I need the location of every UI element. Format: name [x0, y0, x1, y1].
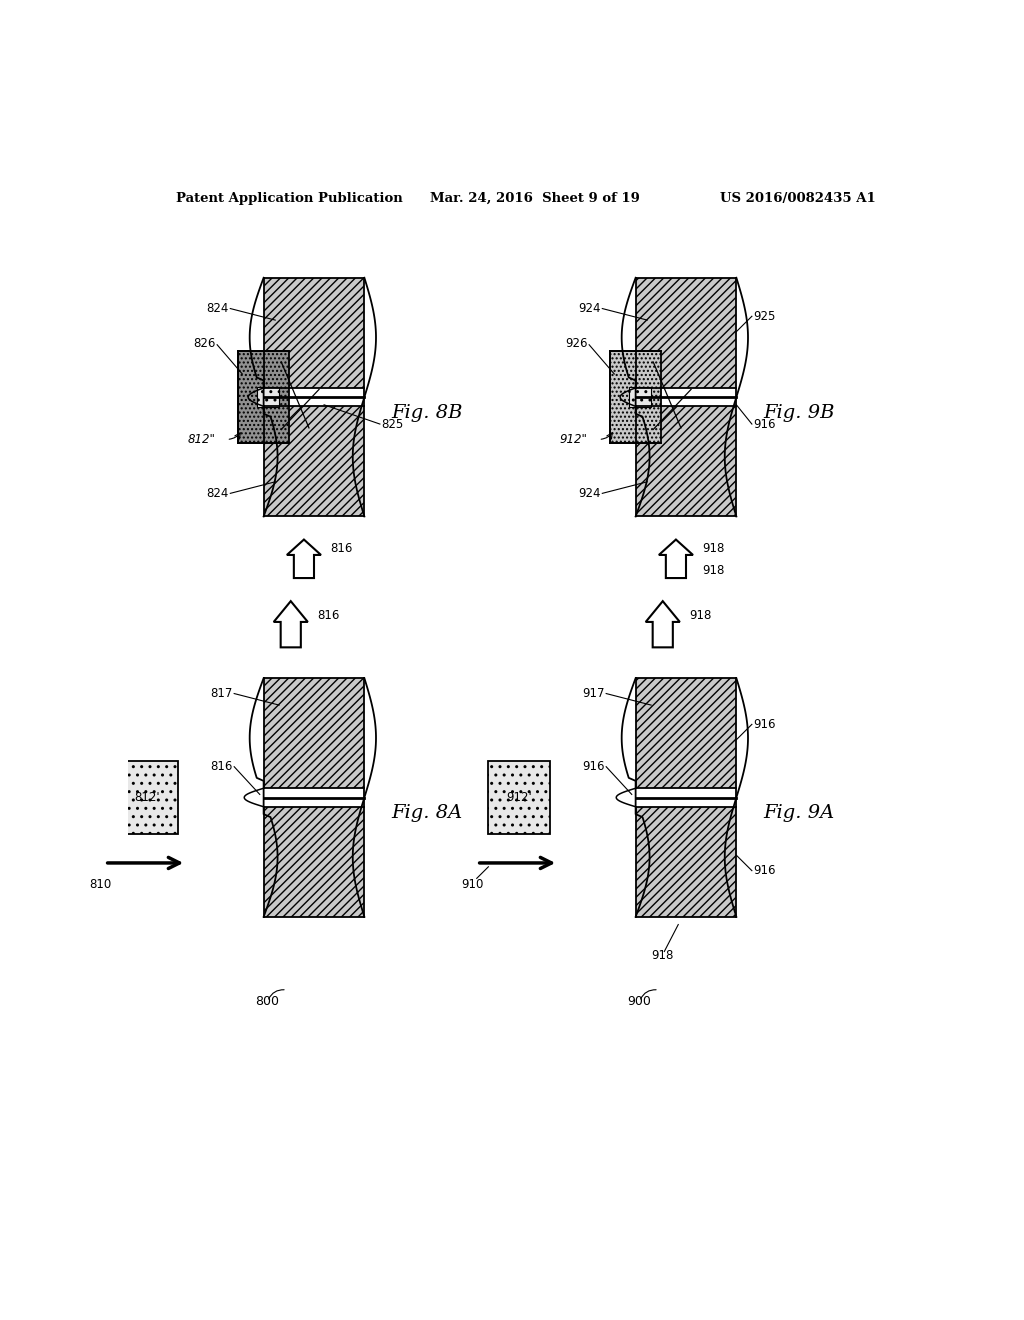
Text: 824: 824: [207, 302, 228, 315]
Text: 825: 825: [381, 417, 403, 430]
Text: 918: 918: [702, 543, 725, 556]
Text: 918: 918: [651, 949, 674, 962]
Bar: [636, 388, 736, 407]
Bar: [117, 760, 178, 834]
Text: Fig. 8A: Fig. 8A: [391, 804, 463, 822]
Bar: [636, 277, 736, 388]
Text: 916: 916: [754, 865, 776, 878]
Text: Fig. 9A: Fig. 9A: [764, 804, 835, 822]
Text: 925: 925: [754, 310, 776, 323]
Text: 910: 910: [462, 878, 484, 891]
Text: 912': 912': [507, 791, 532, 804]
Bar: [257, 387, 279, 408]
Text: 816: 816: [317, 610, 340, 622]
Text: 924: 924: [579, 487, 601, 500]
Text: Fig. 8B: Fig. 8B: [391, 404, 463, 421]
Text: 817: 817: [210, 686, 232, 700]
Text: 918: 918: [702, 564, 725, 577]
Bar: [263, 277, 365, 388]
Text: 812': 812': [134, 791, 160, 804]
Polygon shape: [646, 601, 680, 647]
Text: 826: 826: [194, 337, 216, 350]
Text: US 2016/0082435 A1: US 2016/0082435 A1: [720, 191, 876, 205]
Bar: [636, 788, 736, 807]
Bar: [488, 760, 550, 834]
Text: 917: 917: [582, 686, 604, 700]
Bar: [636, 678, 736, 788]
Polygon shape: [273, 601, 308, 647]
Bar: [263, 407, 365, 516]
Text: 900: 900: [628, 995, 651, 1008]
Polygon shape: [287, 540, 321, 578]
Text: 926: 926: [565, 337, 588, 350]
Bar: [636, 807, 736, 917]
Bar: [239, 351, 289, 444]
Text: 816: 816: [331, 543, 352, 556]
Bar: [263, 807, 365, 917]
Text: 824: 824: [207, 487, 228, 500]
Bar: [263, 788, 365, 807]
Bar: [629, 387, 651, 408]
Text: 924: 924: [579, 302, 601, 315]
Bar: [263, 388, 365, 407]
Text: 810: 810: [90, 878, 112, 891]
Text: Mar. 24, 2016  Sheet 9 of 19: Mar. 24, 2016 Sheet 9 of 19: [430, 191, 640, 205]
Text: 916: 916: [754, 417, 776, 430]
Text: 918: 918: [689, 610, 712, 622]
Bar: [610, 351, 660, 444]
Polygon shape: [658, 540, 693, 578]
Text: Patent Application Publication: Patent Application Publication: [176, 191, 402, 205]
Text: 816: 816: [210, 760, 232, 774]
Text: 916: 916: [582, 760, 604, 774]
Text: 800: 800: [256, 995, 280, 1008]
Text: 916: 916: [754, 718, 776, 731]
Text: 912": 912": [560, 433, 588, 446]
Bar: [263, 678, 365, 788]
Bar: [636, 407, 736, 516]
Text: Fig. 9B: Fig. 9B: [764, 404, 835, 421]
Text: 812": 812": [187, 433, 216, 446]
